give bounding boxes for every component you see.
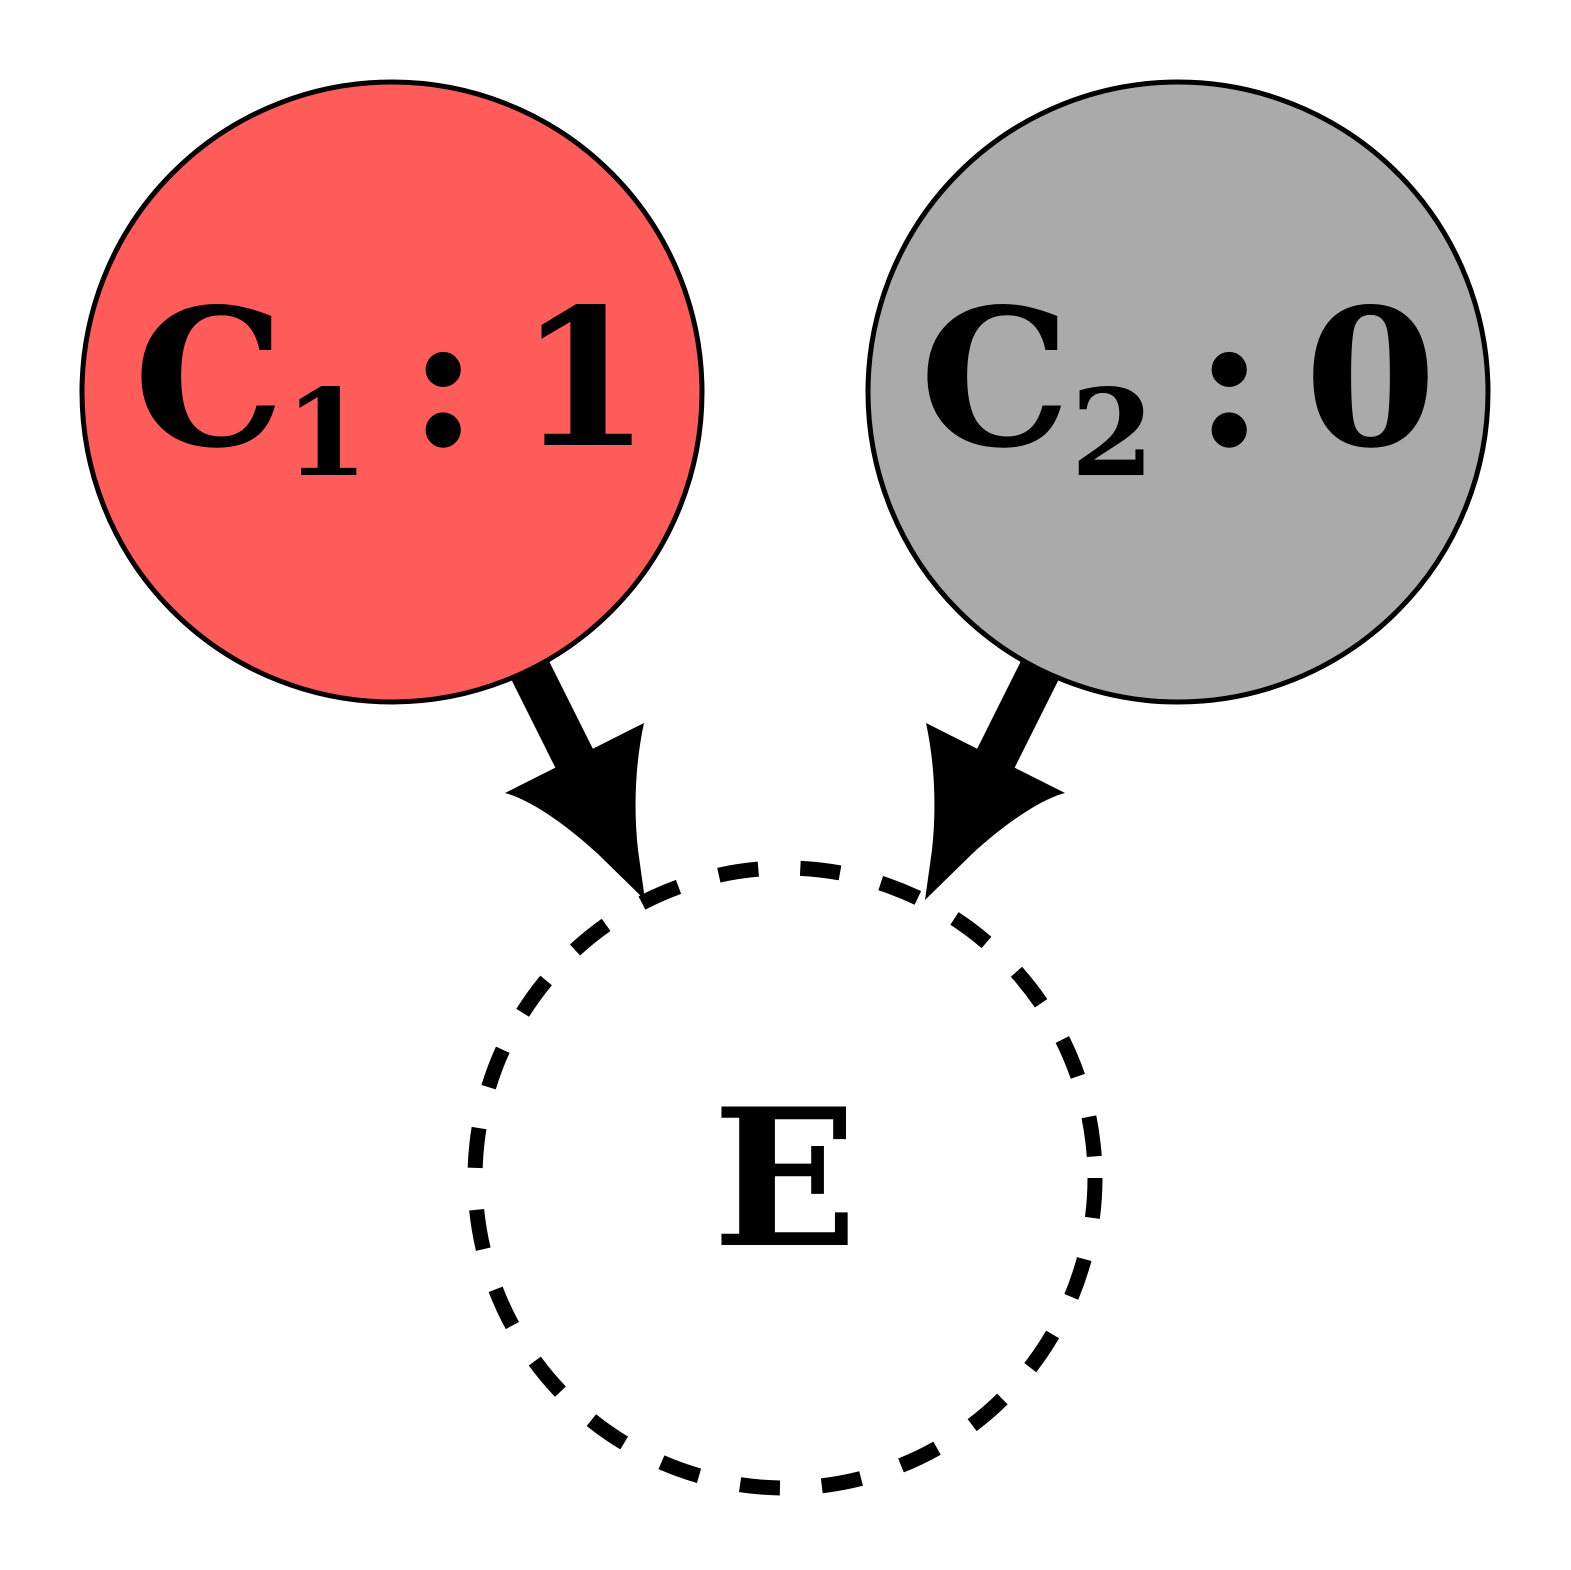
node-c2-label: C2:0 (919, 267, 1436, 504)
node-c2-value: 0 (1304, 267, 1436, 490)
node-c2-separator: : (1194, 267, 1264, 490)
edge-c1-to-e-shaft (511, 660, 597, 776)
node-e-label: E (713, 1067, 858, 1290)
node-e-circle (467, 860, 1103, 1496)
node-e: E (467, 860, 1103, 1496)
node-c2-circle (865, 79, 1491, 705)
node-c2-subscript: 2 (1071, 363, 1155, 504)
edge-c2-to-e (925, 660, 1065, 900)
node-c1-value: 1 (518, 267, 650, 490)
edge-c2-to-e-arrowhead (925, 723, 1065, 900)
edge-c2-to-e-shaft (973, 660, 1059, 776)
node-c1-subscript: 1 (285, 363, 369, 504)
node-c1-separator: : (408, 267, 478, 490)
node-c1-label: C1:1 (133, 267, 650, 504)
edge-c1-to-e (505, 660, 645, 900)
node-c1-circle (79, 79, 705, 705)
node-c1-name: C (133, 267, 284, 490)
node-c2: C2:0 (865, 79, 1491, 705)
node-c1: C1:1 (79, 79, 705, 705)
node-c2-name: C (919, 267, 1070, 490)
edge-c1-to-e-arrowhead (505, 723, 645, 900)
